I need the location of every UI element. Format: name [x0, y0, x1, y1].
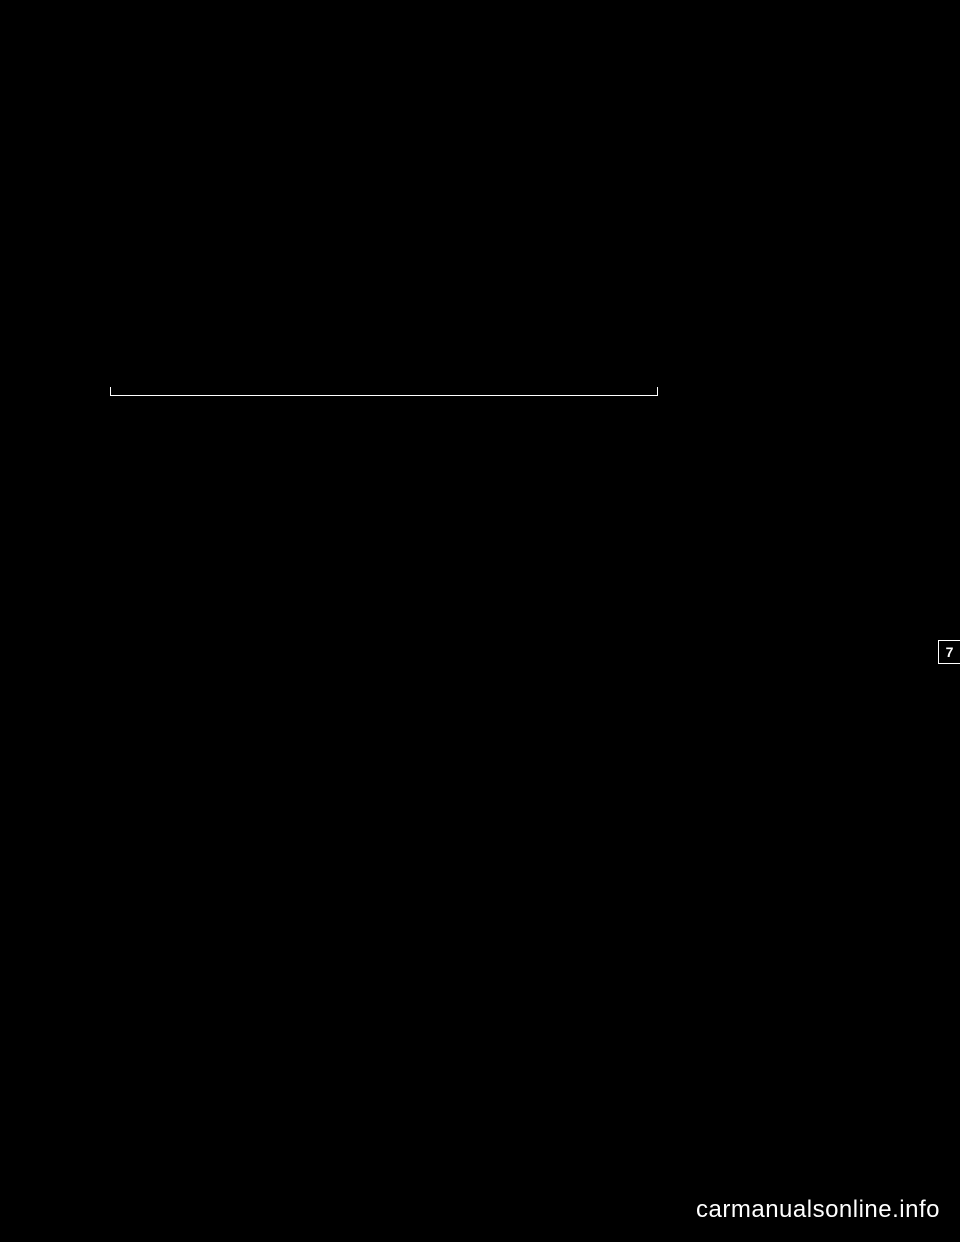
line-right-tick	[657, 387, 658, 395]
horizontal-divider-line	[110, 395, 658, 396]
section-number: 7	[946, 644, 954, 660]
line-left-tick	[110, 387, 111, 395]
section-marker: 7	[938, 640, 960, 664]
watermark-text: carmanualsonline.info	[696, 1196, 940, 1224]
